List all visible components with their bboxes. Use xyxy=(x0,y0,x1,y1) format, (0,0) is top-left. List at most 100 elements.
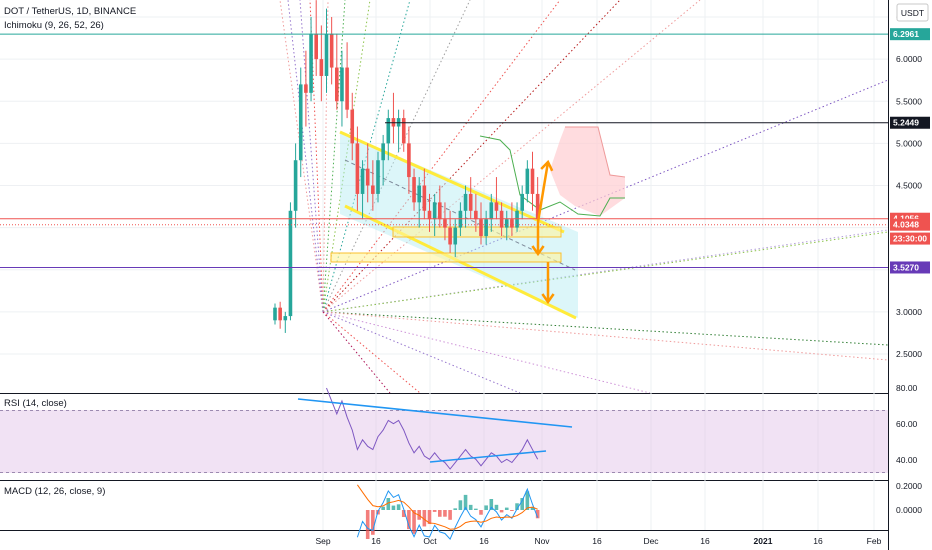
macd-histogram-bar xyxy=(396,504,401,510)
macd-histogram-bar xyxy=(365,510,370,540)
ichimoku-span-b xyxy=(479,135,625,217)
candle-body xyxy=(432,202,437,220)
macd-histogram-bar xyxy=(443,510,447,517)
candle-body xyxy=(489,202,494,220)
macd-histogram-bar xyxy=(381,506,385,510)
ichimoku-span-a xyxy=(565,126,626,178)
arrow-annotations xyxy=(531,159,555,305)
macd-histogram-bar xyxy=(520,498,524,510)
candle-body xyxy=(474,210,478,220)
price-tick-label: 6.0000 xyxy=(896,54,922,64)
time-tick-label: 16 xyxy=(813,536,823,546)
candle-body xyxy=(283,316,288,321)
price-tag-label: 3.5270 xyxy=(893,262,919,272)
candle-body xyxy=(401,118,406,144)
ichimoku-cloud xyxy=(550,127,625,216)
macd-histogram-bar xyxy=(412,510,416,534)
candle-body xyxy=(304,84,308,93)
candle-body xyxy=(530,168,535,194)
candle-body xyxy=(510,219,514,228)
gann-fan-line xyxy=(322,311,888,346)
price-tick-label: 3.0000 xyxy=(896,307,922,317)
time-tick-label: 16 xyxy=(592,536,602,546)
rsi-line xyxy=(326,387,539,470)
time-axis[interactable]: Sep 16 Oct 16 Nov 16 Dec 16 2021 16 Feb xyxy=(315,536,881,546)
price-tag-label: 6.2961 xyxy=(893,29,919,39)
macd-histogram-bar xyxy=(474,508,478,510)
candle-body xyxy=(335,67,339,102)
macd-histogram-bar xyxy=(422,510,427,527)
macd-histogram-bar xyxy=(510,510,514,511)
candle-body xyxy=(381,143,385,161)
price-tick-label: 5.0000 xyxy=(896,138,922,148)
candle-body xyxy=(443,219,447,228)
rsi-tick-label: 80.00 xyxy=(896,383,918,393)
macd-line xyxy=(356,487,539,540)
rsi-axis: 80.00 60.00 40.00 xyxy=(896,383,918,465)
channel-upper-line xyxy=(339,130,565,234)
gann-fan-line xyxy=(322,311,421,393)
currency-label[interactable]: USDT xyxy=(901,8,924,18)
ichimoku-legend[interactable]: Ichimoku (9, 26, 52, 26) xyxy=(4,20,104,31)
macd-tick-label: 0.0000 xyxy=(896,505,922,515)
time-tick-label: Feb xyxy=(867,536,882,546)
price-axis[interactable]: 6.50006.00005.50005.00004.50004.00003.50… xyxy=(896,12,922,359)
candle-body xyxy=(407,143,411,178)
macd-histogram-bar xyxy=(458,500,463,510)
price-tag-box xyxy=(890,218,930,231)
time-tick-label: 16 xyxy=(700,536,710,546)
symbol-title[interactable]: DOT / TetherUS, 1D, BINANCE xyxy=(4,6,136,17)
macd-histogram-bar xyxy=(453,508,458,510)
macd-histogram xyxy=(365,491,540,540)
candle-body xyxy=(386,118,391,144)
price-tick-label: 4.5000 xyxy=(896,181,922,191)
candle-body xyxy=(468,193,473,211)
candle-body xyxy=(504,219,509,228)
arrow-head xyxy=(531,245,545,257)
horizontal-levels xyxy=(0,33,888,268)
gann-fan-line xyxy=(322,311,651,393)
candle-body xyxy=(535,193,540,220)
candle-body xyxy=(355,143,360,194)
macd-histogram-bar xyxy=(463,494,468,510)
gann-fan-line xyxy=(299,0,324,312)
candle-body xyxy=(484,219,488,237)
candle-body xyxy=(417,185,421,203)
candle-body xyxy=(350,109,355,144)
candle-body xyxy=(288,210,293,317)
macd-histogram-bar xyxy=(494,504,499,510)
macd-histogram-bar xyxy=(525,491,530,510)
macd-histogram-bar xyxy=(407,510,411,530)
candle-body xyxy=(479,219,483,237)
macd-histogram-bar xyxy=(401,510,406,518)
gann-fan-line xyxy=(287,0,324,312)
candle-body xyxy=(427,210,432,220)
candles-layer xyxy=(273,0,540,333)
macd-histogram-bar xyxy=(489,499,494,510)
gann-fan-line xyxy=(322,311,391,393)
candle-body xyxy=(412,177,416,203)
price-tag-box xyxy=(890,116,930,129)
rsi-band xyxy=(0,410,888,473)
candle-body xyxy=(365,168,370,186)
candle-body xyxy=(298,84,303,161)
macd-histogram-bar xyxy=(504,507,509,510)
macd-axis: 0.2000 0.0000 xyxy=(896,481,922,515)
price-tag-box xyxy=(890,232,930,245)
candle-body xyxy=(453,227,458,245)
currency-button[interactable] xyxy=(896,3,929,22)
candle-body xyxy=(340,67,344,102)
gann-fan-line xyxy=(322,311,888,361)
price-tag-label: 4.0348 xyxy=(893,220,919,230)
rsi-tick-label: 40.00 xyxy=(896,455,918,465)
rsi-legend[interactable]: RSI (14, close) xyxy=(4,398,67,409)
candle-body xyxy=(422,185,427,211)
macd-histogram-bar xyxy=(479,510,483,515)
macd-legend[interactable]: MACD (12, 26, close, 9) xyxy=(4,486,105,497)
macd-histogram-bar xyxy=(515,503,519,510)
rsi-resistance-trendline xyxy=(297,398,573,428)
rsi-pane xyxy=(0,387,888,473)
candle-body xyxy=(329,33,334,68)
